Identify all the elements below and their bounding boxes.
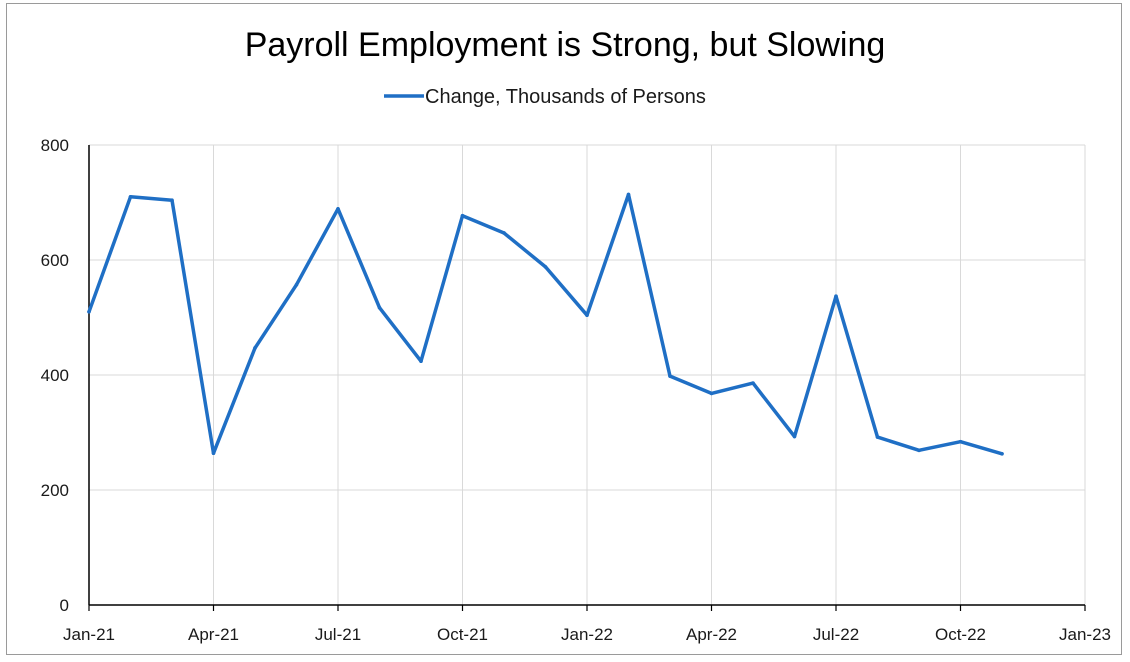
series-layer bbox=[87, 192, 1004, 456]
data-point bbox=[419, 359, 423, 364]
data-point bbox=[253, 346, 257, 350]
legend-label: Change, Thousands of Persons bbox=[425, 86, 706, 108]
y-tick-label: 0 bbox=[60, 596, 69, 615]
data-point bbox=[875, 435, 880, 439]
data-point bbox=[336, 207, 340, 211]
x-tick-label: Apr-21 bbox=[188, 625, 239, 644]
data-point bbox=[585, 313, 589, 318]
data-point bbox=[543, 265, 548, 269]
x-tick-label: Jan-21 bbox=[63, 625, 115, 644]
data-point bbox=[211, 451, 216, 456]
data-point bbox=[958, 439, 963, 444]
data-point bbox=[170, 198, 174, 202]
data-point bbox=[1000, 451, 1004, 456]
gridlines bbox=[89, 144, 1086, 605]
data-point bbox=[668, 374, 672, 378]
data-point bbox=[294, 282, 299, 287]
chart-title: Payroll Employment is Strong, but Slowin… bbox=[245, 26, 886, 64]
data-point bbox=[128, 194, 133, 199]
series-line bbox=[87, 192, 1004, 456]
data-point bbox=[834, 294, 838, 299]
data-point bbox=[87, 309, 91, 314]
x-tick-label: Jan-22 bbox=[561, 625, 613, 644]
data-point bbox=[751, 381, 755, 385]
y-tick-label: 200 bbox=[41, 481, 69, 500]
y-tick-label: 400 bbox=[41, 366, 69, 385]
legend: Change, Thousands of Persons bbox=[384, 86, 706, 108]
data-point bbox=[502, 231, 506, 235]
x-tick-label: Apr-22 bbox=[686, 625, 737, 644]
x-tick-label: Jul-21 bbox=[315, 625, 361, 644]
axes bbox=[88, 145, 1086, 611]
data-point bbox=[377, 305, 382, 310]
x-tick-label: Oct-21 bbox=[437, 625, 488, 644]
data-point bbox=[917, 448, 921, 453]
tick-labels: 0 200 400 600 800 Jan-21 Apr-21 Jul-21 Oct-21 Jan… bbox=[41, 136, 1111, 644]
y-tick-label: 800 bbox=[41, 136, 69, 155]
data-point bbox=[460, 213, 465, 218]
data-point bbox=[626, 192, 631, 197]
x-tick-label: Jul-22 bbox=[813, 625, 859, 644]
x-tick-label: Oct-22 bbox=[935, 625, 986, 644]
data-point bbox=[709, 391, 714, 396]
x-tick-label: Jan-23 bbox=[1059, 625, 1111, 644]
y-tick-label: 600 bbox=[41, 251, 69, 270]
data-point bbox=[792, 434, 797, 439]
